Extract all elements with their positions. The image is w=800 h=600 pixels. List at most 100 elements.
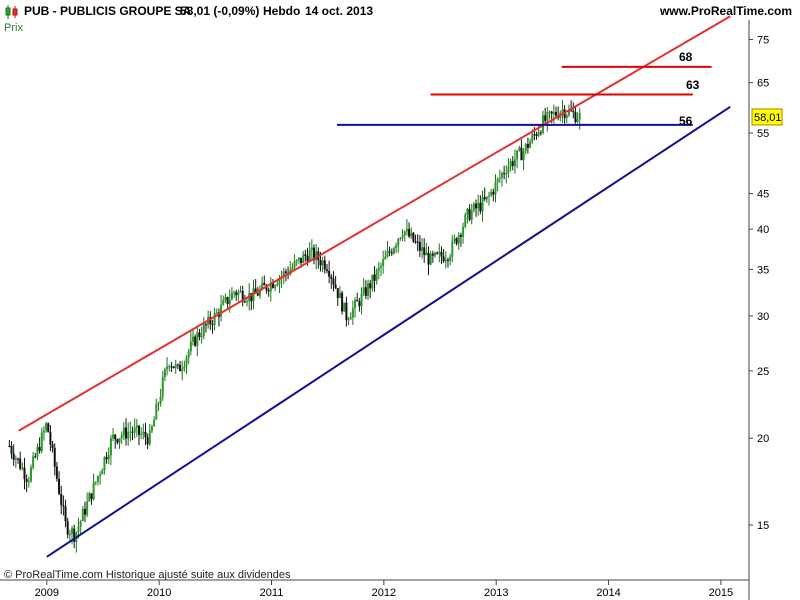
candle-body (157, 403, 160, 405)
candle-body (94, 481, 97, 483)
candle-body (397, 239, 400, 246)
candle-body (135, 425, 138, 428)
candle-body (453, 238, 456, 241)
candle-body (271, 282, 274, 288)
candle-body (410, 232, 413, 237)
candle-body (146, 437, 149, 445)
candle-body (336, 288, 339, 299)
candle-body (131, 431, 134, 433)
candle-body (552, 112, 555, 114)
candle-body (250, 292, 253, 302)
candle-body (546, 111, 549, 122)
candle-body (174, 364, 177, 368)
candle-body (364, 287, 367, 296)
candle-body (449, 256, 452, 261)
candle-body (414, 241, 417, 243)
candle-body (533, 134, 536, 136)
candle-body (228, 299, 231, 304)
candle-body (29, 467, 32, 482)
candle-body (349, 317, 352, 320)
candle-body (565, 115, 568, 119)
candle-body (325, 269, 328, 271)
candle-body (464, 214, 467, 227)
y-tick-label: 45 (757, 189, 769, 201)
candle-body (481, 197, 484, 212)
candle-body (444, 259, 447, 262)
candle-body (369, 283, 372, 289)
candle-body (92, 482, 95, 500)
candle-body (137, 425, 140, 435)
chart-header: PUB - PUBLICIS GROUPE SA 58,01 (-0,09%) … (0, 0, 800, 22)
candle-body (498, 177, 501, 179)
candle-body (62, 505, 65, 507)
candle-body (529, 141, 532, 148)
candle-body (150, 426, 153, 431)
candle-body (520, 147, 523, 161)
candle-body (114, 434, 117, 440)
candle-body (412, 232, 415, 242)
candle-body (32, 456, 35, 468)
candle-body (204, 324, 207, 326)
candle-body (179, 364, 182, 372)
candle-body (492, 191, 495, 195)
candle-body (60, 493, 63, 506)
x-tick-label: 2013 (484, 587, 508, 599)
candle-body (561, 109, 564, 113)
site-url: www.ProRealTime.com (659, 4, 792, 18)
x-tick-label: 2011 (260, 587, 284, 599)
candle-body (237, 291, 240, 296)
candle-body (472, 203, 475, 211)
candle-body (505, 173, 508, 175)
candle-body (246, 301, 249, 303)
candle-body (148, 430, 151, 445)
candle-body (574, 112, 577, 123)
candle-body (241, 290, 244, 302)
candle-body (109, 438, 112, 456)
candle-body (81, 509, 84, 521)
candle-body (550, 111, 553, 114)
candle-body (554, 112, 557, 116)
candle-body (475, 203, 478, 209)
candle-body (73, 528, 76, 542)
candle-body (524, 143, 527, 152)
candle-body (79, 520, 82, 527)
candle-body (518, 147, 521, 151)
candle-body (494, 182, 497, 195)
candle-body (462, 226, 465, 237)
candle-body (302, 254, 305, 263)
candle-body (261, 282, 264, 290)
x-tick-label: 2009 (35, 587, 59, 599)
candlestick-logo-icon (5, 5, 18, 19)
candle-body (304, 254, 307, 256)
candle-body (371, 274, 374, 289)
y-tick-label: 20 (757, 433, 769, 445)
candle-body (421, 247, 424, 251)
candle-body (86, 501, 89, 515)
candle-body (49, 432, 52, 445)
candle-body (226, 297, 229, 304)
candle-body (440, 251, 443, 257)
candle-body (276, 284, 279, 286)
last-price-box (751, 108, 783, 126)
candle-body (576, 119, 579, 123)
candle-body (194, 336, 197, 346)
candle-body (399, 237, 402, 240)
instrument-symbol: PUB - PUBLICIS GROUPE SA (24, 4, 192, 18)
candle-body (112, 434, 115, 439)
candle-body (321, 260, 324, 266)
candle-body (395, 245, 398, 249)
candle-body (47, 423, 50, 433)
candle-body (403, 231, 406, 236)
y-tick-label: 15 (757, 520, 769, 532)
candle-body (405, 228, 408, 232)
candle-body (170, 366, 173, 368)
candle-body (45, 423, 48, 431)
candle-body (163, 369, 166, 378)
candle-body (25, 479, 28, 482)
candle-body (176, 364, 179, 366)
candle-body (423, 247, 426, 256)
candle-body (235, 292, 238, 296)
x-tick-label: 2010 (147, 587, 171, 599)
candle-body (537, 132, 540, 136)
candle-body (192, 336, 195, 342)
